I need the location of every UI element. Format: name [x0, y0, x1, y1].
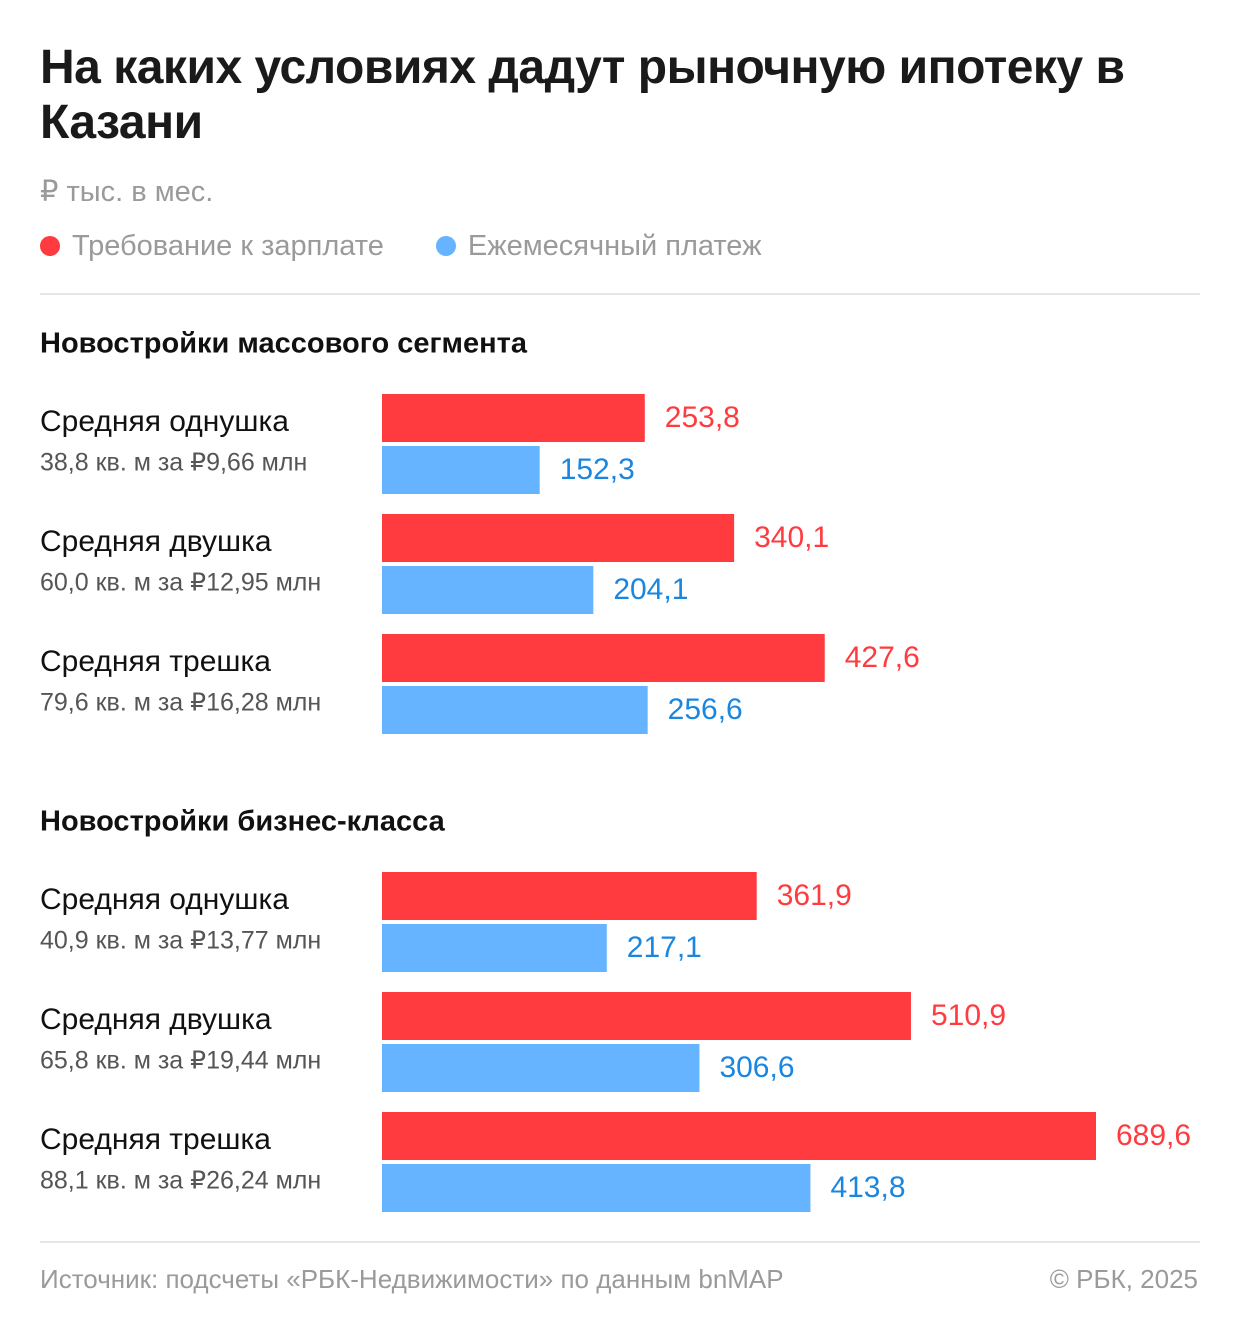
- section-title: Новостройки массового сегмента: [40, 328, 528, 360]
- source-note: Источник: подсчеты «РБК-Недвижимости» по…: [40, 1264, 784, 1294]
- legend-item-payment: Ежемесячный платеж: [435, 229, 762, 263]
- category-sublabel: 65,8 кв. м за ₽19,44 млн: [40, 1047, 321, 1075]
- category-label: Средняя двушка: [40, 1003, 272, 1036]
- value-label-salary: 361,9: [777, 879, 852, 912]
- category-label: Средняя трешка: [40, 645, 271, 678]
- value-label-salary: 253,8: [665, 401, 740, 434]
- bar-salary: [382, 872, 757, 920]
- value-label-salary: 689,6: [1116, 1119, 1191, 1152]
- bar-salary: [382, 514, 735, 562]
- value-label-payment: 306,6: [719, 1051, 794, 1084]
- value-label-payment: 217,1: [627, 931, 702, 964]
- value-label-salary: 510,9: [931, 999, 1006, 1032]
- category-sublabel: 88,1 кв. м за ₽26,24 млн: [40, 1167, 321, 1195]
- bar-payment: [382, 686, 648, 734]
- bar-payment: [382, 1164, 811, 1212]
- legend: Требование к зарплате Ежемесячный платеж: [40, 228, 814, 264]
- chart-subtitle: ₽ тыс. в мес.: [40, 176, 214, 208]
- bar-payment: [382, 446, 540, 494]
- legend-dot-payment-icon: [435, 236, 456, 256]
- bar-payment: [382, 566, 594, 614]
- section-title: Новостройки бизнес-класса: [40, 806, 446, 838]
- top-divider: [40, 293, 1200, 295]
- bar-salary: [382, 394, 645, 442]
- legend-label-salary: Требование к зарплате: [72, 229, 384, 262]
- legend-item-salary: Требование к зарплате: [40, 230, 384, 263]
- category-label: Средняя двушка: [40, 525, 272, 558]
- bottom-divider: [40, 1241, 1200, 1243]
- bar-payment: [382, 1044, 700, 1092]
- category-label: Средняя трешка: [40, 1123, 271, 1156]
- copyright: © РБК, 2025: [1049, 1264, 1198, 1294]
- value-label-salary: 427,6: [845, 641, 920, 674]
- bar-payment: [382, 924, 607, 972]
- bar-salary: [382, 634, 825, 682]
- value-label-payment: 256,6: [668, 693, 743, 726]
- category-sublabel: 60,0 кв. м за ₽12,95 млн: [40, 569, 321, 597]
- value-label-salary: 340,1: [754, 521, 829, 554]
- value-label-payment: 152,3: [560, 453, 635, 486]
- category-sublabel: 79,6 кв. м за ₽16,28 млн: [40, 689, 321, 717]
- bar-salary: [382, 992, 911, 1040]
- category-sublabel: 40,9 кв. м за ₽13,77 млн: [40, 927, 321, 955]
- legend-dot-salary-icon: [40, 236, 60, 256]
- category-label: Средняя однушка: [40, 405, 289, 438]
- bar-salary: [382, 1112, 1096, 1160]
- category-sublabel: 38,8 кв. м за ₽9,66 млн: [40, 449, 307, 477]
- value-label-payment: 413,8: [830, 1171, 905, 1204]
- value-label-payment: 204,1: [613, 573, 688, 606]
- category-label: Средняя однушка: [40, 883, 289, 916]
- legend-label-payment: Ежемесячный платеж: [467, 229, 762, 262]
- chart-title: На каких условиях дадут рыночную ипотеку…: [40, 41, 1125, 149]
